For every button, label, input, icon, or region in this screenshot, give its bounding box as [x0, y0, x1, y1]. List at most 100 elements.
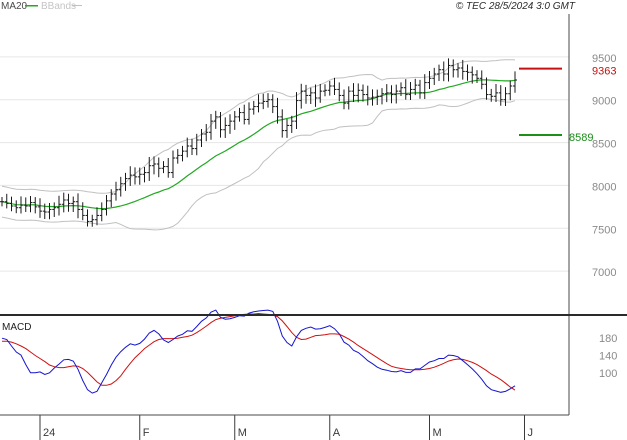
ohlc-bar [242, 104, 247, 125]
ohlc-bar [232, 111, 237, 130]
ohlc-bar [351, 83, 356, 103]
ohlc-bar [356, 83, 361, 103]
ohlc-bar [489, 88, 494, 102]
ohlc-bar [213, 110, 218, 129]
ohlc-bar [104, 194, 109, 216]
y-tick-label: 7000 [592, 267, 616, 279]
macd-lines [1, 309, 516, 394]
macd-label: MACD [2, 322, 31, 333]
level-label-red: 9363 [592, 66, 616, 78]
ohlc-bar [95, 207, 99, 226]
ohlc-bar [380, 88, 384, 105]
ohlc-bar [508, 80, 513, 101]
ohlc-bar [71, 196, 76, 212]
ohlc-bar [57, 195, 61, 216]
ohlc-bar [389, 85, 394, 104]
ohlc-bar [275, 97, 280, 124]
ohlc-bar [90, 214, 95, 227]
grid-lines [0, 56, 569, 272]
ohlc-bar [9, 196, 14, 212]
ohlc-bar [218, 111, 223, 138]
ohlc-bar [4, 193, 9, 209]
ohlc-bar [361, 84, 365, 102]
x-tick-label: 24 [43, 427, 55, 439]
y-tick-label: 8500 [592, 139, 616, 151]
ohlc-bar [394, 84, 399, 104]
macd-panel [0, 316, 569, 415]
ohlc-bar [28, 195, 33, 213]
ohlc-bar [479, 70, 484, 90]
x-tick-label: F [143, 427, 150, 439]
ohlc-bar [418, 79, 422, 99]
price-bars [0, 58, 517, 227]
y-tick-label: 8000 [592, 181, 616, 193]
ohlc-bar [270, 94, 275, 114]
ohlc-bar [308, 87, 313, 104]
signal-line [2, 312, 516, 391]
x-tick-label: A [333, 427, 341, 439]
ohlc-bar [247, 102, 251, 125]
ohlc-bar [180, 145, 185, 162]
ohlc-bar [513, 71, 517, 93]
x-tick-label: M [238, 427, 247, 439]
ohlc-bar [166, 158, 171, 178]
ohlc-bar [142, 167, 147, 183]
ohlc-bar [14, 200, 19, 214]
ohlc-bar [23, 197, 28, 212]
ohlc-bar [199, 128, 204, 147]
ohlc-bar [237, 107, 242, 122]
macd-y-tick-label: 180 [599, 333, 617, 345]
ohlc-bar [346, 86, 351, 110]
legend-ma20: MA20 [1, 1, 28, 12]
ohlc-bar [313, 84, 318, 107]
ohlc-bar [61, 192, 66, 213]
ohlc-bar [114, 181, 118, 201]
ohlc-bar [299, 83, 304, 109]
ohlc-bar [209, 114, 213, 140]
ohlc-bar [503, 87, 508, 106]
ohlc-bar [152, 156, 156, 175]
source-timestamp: © TEC 28/5/2024 3:0 GMT [456, 1, 576, 12]
y-tick-label: 7500 [592, 224, 616, 236]
ohlc-bar [432, 67, 437, 85]
ohlc-bar [99, 202, 104, 222]
ohlc-bar [403, 79, 408, 100]
ohlc-bar [161, 161, 166, 174]
price-levels: 9363 8589 [519, 66, 616, 144]
legend-bbands-swatch [72, 5, 82, 6]
ohlc-bar [223, 117, 228, 138]
macd-line [1, 309, 516, 394]
ohlc-bar [185, 137, 190, 158]
ohlc-bar [422, 74, 427, 100]
ohlc-bar [470, 66, 475, 84]
ohlc-bar [137, 167, 142, 185]
ohlc-bar [190, 138, 194, 155]
ma20-path [1, 79, 516, 210]
ohlc-bar [451, 59, 456, 78]
y-axis-ticks: 7000 7500 8000 8500 9000 9500 100 140 180 [592, 53, 617, 380]
ohlc-bar [327, 81, 332, 96]
ohlc-bar [76, 193, 80, 219]
ohlc-bar [156, 157, 161, 178]
ohlc-bar [228, 114, 232, 134]
ohlc-bar [294, 92, 299, 129]
ohlc-bar [285, 119, 289, 138]
ohlc-bar [175, 149, 180, 164]
ohlc-bar [204, 124, 209, 142]
ohlc-bar [280, 109, 285, 138]
ohlc-bar [194, 133, 199, 156]
ohlc-bar [318, 83, 323, 103]
ohlc-bar [408, 81, 413, 100]
macd-y-tick-label: 100 [599, 368, 617, 380]
x-axis-ticks: 24 F M A M J [39, 415, 533, 440]
y-tick-label: 9000 [592, 96, 616, 108]
ohlc-bar [337, 82, 342, 102]
ohlc-bar [251, 100, 256, 115]
ohlc-bar [370, 89, 375, 106]
ohlc-bar [323, 84, 327, 97]
ohlc-bar [266, 93, 270, 108]
ohlc-bar [446, 58, 451, 82]
ohlc-bar [456, 63, 460, 78]
ohlc-bar [123, 172, 128, 191]
